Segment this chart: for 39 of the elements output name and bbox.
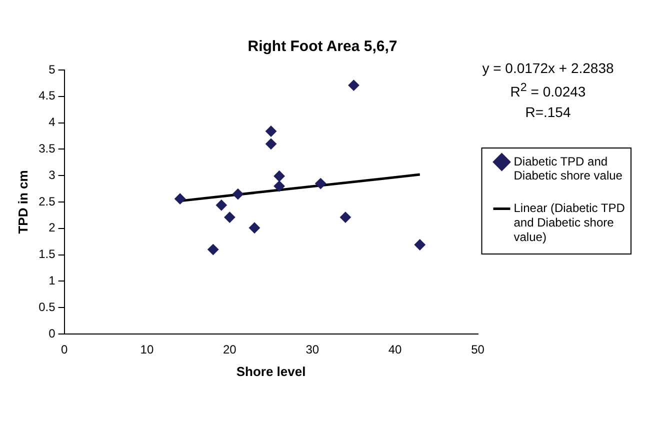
point	[224, 212, 236, 223]
legend-label: Linear (Diabetic TPD and Diabetic shore value)	[514, 201, 626, 244]
y-tick-label: 3.5	[38, 142, 56, 156]
y-tick-label: 3	[48, 168, 56, 182]
y-tick-label: 4.5	[38, 88, 56, 103]
x-tick-label: 10	[140, 342, 154, 357]
y-tick-label: 1	[48, 274, 56, 288]
text: R$^{2}$ = 0.0243	[509, 80, 587, 102]
text: R=.154	[524, 102, 572, 122]
point	[274, 180, 285, 192]
x-tick-label: 30	[306, 342, 320, 357]
x-axis-title: Shore level	[236, 364, 306, 379]
x-tick-label: 20	[222, 342, 237, 357]
point	[414, 239, 426, 250]
y-tick-label: 0.5	[38, 300, 56, 314]
point	[232, 188, 244, 200]
point	[348, 80, 360, 91]
point	[266, 138, 277, 150]
x-tick-label: 50	[471, 342, 485, 357]
y-tick-label: 2.5	[38, 194, 56, 208]
point	[208, 244, 219, 256]
point	[216, 200, 227, 211]
y-tick-label: 2	[48, 220, 56, 235]
chart-title: Right Foot Area 5,6,7	[248, 38, 398, 56]
y-tick-label: 4	[48, 115, 56, 130]
legend-label: Diabetic TPD and Diabetic shore value	[514, 154, 623, 183]
point	[315, 178, 326, 190]
point	[340, 212, 351, 223]
text: y = 0.0172x + 2.2838	[481, 59, 615, 78]
point	[248, 222, 260, 234]
y-tick-label: 1.5	[38, 247, 56, 262]
y-tick-label: 0	[48, 326, 56, 340]
x-tick-label: 0	[60, 342, 68, 357]
x-tick-label: 40	[388, 342, 402, 357]
y-tick-label: 5	[48, 62, 56, 76]
point	[274, 170, 285, 182]
y-axis-title: TPD in cm	[15, 170, 30, 234]
point	[266, 126, 277, 137]
point	[174, 193, 186, 204]
